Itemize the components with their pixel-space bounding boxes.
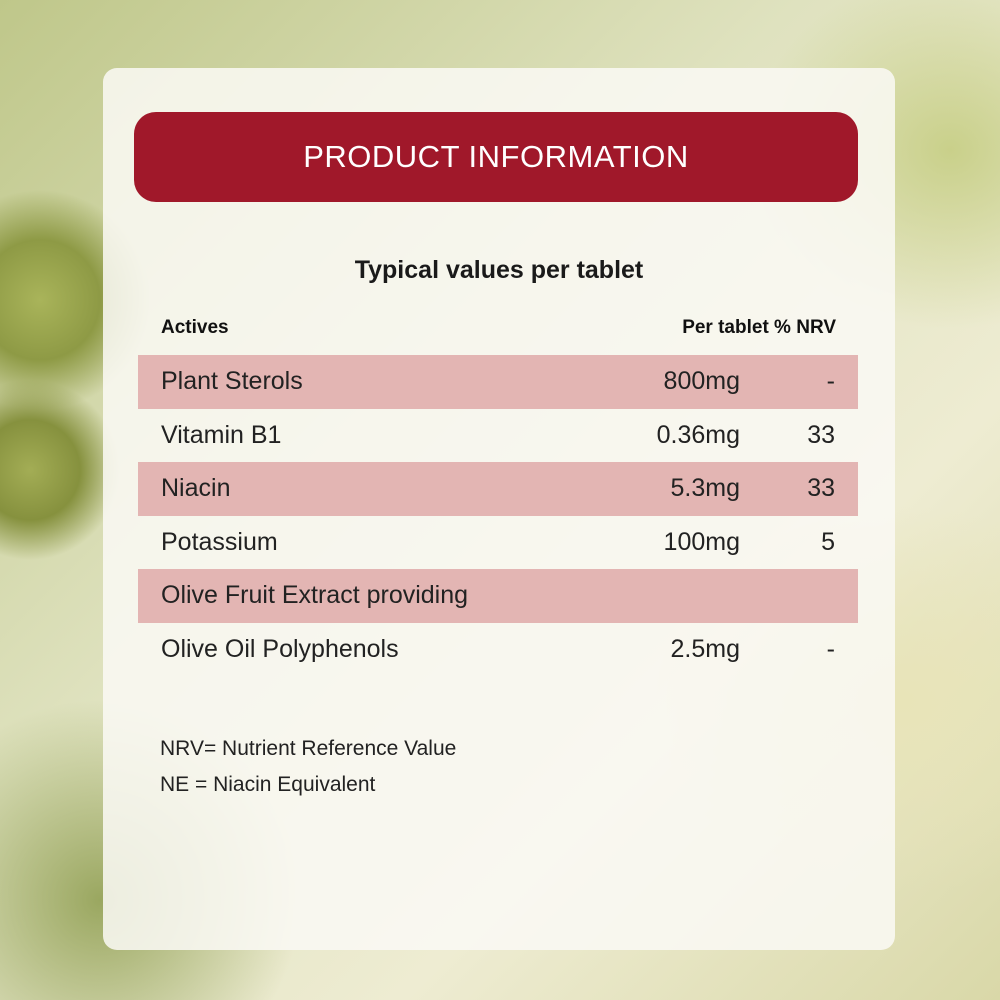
row-name: Olive Oil Polyphenols — [161, 635, 399, 663]
table-row: Niacin 5.3mg 33 — [138, 462, 858, 516]
subtitle: Typical values per tablet — [354, 256, 644, 284]
row-name: Plant Sterols — [161, 367, 303, 395]
row-nrv: 33 — [807, 474, 835, 502]
header-banner: PRODUCT INFORMATION — [134, 112, 858, 202]
row-value: 100mg — [663, 528, 740, 556]
footnote-ne: NE = Niacin Equivalent — [160, 773, 376, 796]
row-value: 800mg — [663, 367, 740, 395]
table-row: Plant Sterols 800mg - — [138, 355, 858, 409]
row-name: Vitamin B1 — [161, 421, 282, 449]
table-row: Vitamin B1 0.36mg 33 — [138, 409, 858, 463]
row-value: 5.3mg — [670, 474, 740, 502]
header-title: PRODUCT INFORMATION — [303, 139, 689, 174]
row-name: Potassium — [161, 528, 278, 556]
column-header-actives: Actives — [161, 317, 229, 338]
row-nrv: 5 — [821, 528, 835, 556]
row-nrv: - — [826, 635, 835, 663]
footnote-nrv: NRV= Nutrient Reference Value — [160, 737, 457, 760]
table-row: Potassium 100mg 5 — [138, 516, 858, 570]
row-nrv: 33 — [807, 421, 835, 449]
table-row: Olive Fruit Extract providing — [138, 569, 858, 623]
table-row: Olive Oil Polyphenols 2.5mg - — [138, 623, 858, 677]
row-value: 2.5mg — [670, 635, 740, 663]
column-header-per-tablet-nrv: Per tablet % NRV — [682, 317, 836, 338]
row-nrv: - — [826, 367, 835, 395]
row-name: Olive Fruit Extract providing — [161, 581, 469, 609]
row-name: Niacin — [161, 474, 231, 502]
row-value: 0.36mg — [656, 421, 740, 449]
